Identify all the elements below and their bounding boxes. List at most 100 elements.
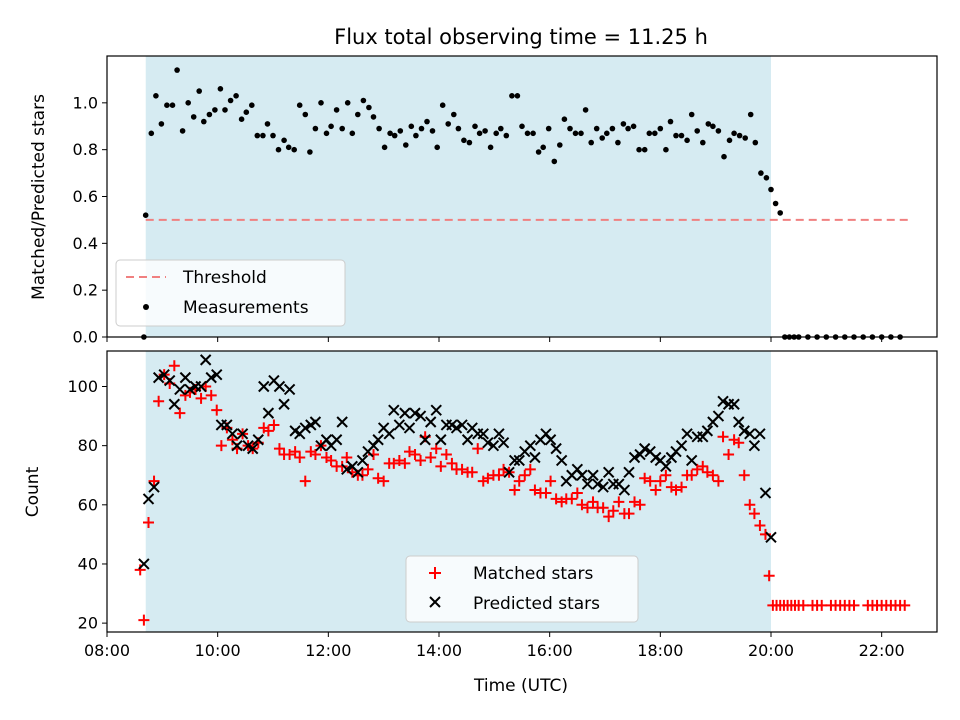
measurement-point	[349, 130, 356, 137]
matched-star-point	[603, 511, 615, 523]
x-tick-label: 12:00	[305, 641, 351, 660]
predicted-star-point	[587, 469, 599, 481]
predicted-star-point	[372, 434, 384, 446]
predicted-star-point	[393, 419, 406, 431]
x-tick-label: 16:00	[527, 641, 573, 660]
matched-star-point	[148, 475, 160, 487]
predicted-star-point	[138, 558, 150, 570]
measurement-point	[391, 132, 398, 139]
matched-star-point	[472, 443, 484, 455]
bottom-y-ticks: 20 40 60 80 100	[67, 377, 107, 633]
matched-star-point	[607, 505, 619, 517]
measurement-point	[572, 130, 579, 137]
measurement-point	[768, 186, 774, 193]
measurement-point	[551, 158, 558, 165]
predicted-star-point	[221, 419, 233, 431]
matched-star-point	[571, 487, 583, 499]
matched-star-point	[686, 469, 698, 481]
measurement-point	[466, 139, 473, 146]
measurement-point	[366, 104, 372, 111]
top-panel: 0.0 0.2 0.4 0.6 0.8 1.0 Matched/Predicted sta…	[29, 55, 938, 347]
measurement-point	[455, 125, 462, 132]
legend-measurements-swatch	[143, 304, 149, 310]
bottom-axes-frame	[106, 350, 938, 633]
predicted-star-point	[414, 410, 427, 422]
measurement-point	[285, 144, 292, 151]
legend-predicted-label: Predicted stars	[473, 594, 600, 614]
measurement-point	[652, 130, 658, 137]
measurement-point	[275, 146, 282, 153]
predicted-star-point	[513, 454, 525, 467]
predicted-star-point	[273, 380, 286, 393]
matched-star-point	[691, 463, 703, 475]
predicted-star-point	[456, 419, 468, 431]
matched-star-point	[816, 599, 828, 611]
measurement-point	[370, 114, 377, 120]
matched-star-point	[797, 599, 809, 611]
matched-star-point	[701, 466, 713, 478]
measurement-point	[630, 123, 637, 130]
measurement-point	[726, 137, 733, 144]
measurement-point	[408, 123, 415, 130]
measurement-point	[158, 121, 165, 127]
measurement-point	[678, 132, 685, 139]
matched-star-point	[388, 457, 400, 469]
matched-star-point	[356, 469, 368, 481]
measurement-point	[339, 125, 346, 132]
x-tick-label: 18:00	[637, 641, 683, 660]
measurement-point	[772, 200, 779, 207]
predicted-star-point	[685, 454, 698, 467]
predicted-star-point	[733, 416, 745, 428]
predicted-star-point	[728, 398, 740, 410]
measurement-point	[519, 123, 525, 130]
measurement-point	[233, 93, 239, 99]
predicted-star-point	[477, 428, 489, 440]
measurement-point	[185, 100, 191, 106]
measurement-point	[615, 139, 621, 146]
measurement-point	[387, 130, 393, 137]
measurement-point	[482, 128, 488, 134]
measurement-point	[540, 144, 546, 151]
predicted-star-points	[138, 354, 777, 570]
measurement-point	[238, 116, 245, 122]
predicted-star-point	[503, 466, 515, 478]
x-tick-label: 22:00	[859, 641, 905, 660]
measurement-point	[249, 102, 255, 108]
predicted-star-point	[278, 398, 290, 410]
measurement-point	[705, 121, 712, 127]
matched-star-point	[336, 460, 348, 472]
predicted-star-point	[618, 484, 631, 496]
matched-star-point	[899, 599, 911, 611]
matched-star-point	[378, 475, 390, 487]
top-y-ticks: 0.0 0.2 0.4 0.6 0.8 1.0	[73, 93, 107, 347]
measurement-point	[190, 114, 197, 120]
measurement-point	[657, 125, 664, 132]
measurement-point	[413, 132, 419, 139]
matched-star-point	[650, 484, 662, 496]
matched-star-point	[529, 484, 541, 496]
measurement-point	[557, 142, 563, 148]
bottom-y-tick-label: 40	[78, 554, 98, 573]
matched-star-point	[676, 481, 688, 493]
predicted-star-point	[544, 434, 557, 446]
predicted-star-point	[576, 469, 588, 481]
measurement-point	[731, 130, 737, 137]
matched-star-point	[226, 434, 238, 446]
matched-star-point	[168, 360, 180, 372]
predicted-star-point	[419, 434, 431, 446]
matched-star-point	[289, 446, 301, 458]
matched-star-point	[425, 451, 437, 463]
measurement-point	[493, 130, 500, 137]
matched-star-point	[670, 484, 682, 496]
measurement-point	[397, 128, 404, 134]
predicted-star-point	[712, 410, 725, 422]
matched-star-point	[399, 457, 411, 469]
measurement-point	[636, 146, 642, 153]
measurement-point	[609, 125, 616, 132]
matched-star-point	[587, 496, 599, 508]
matched-star-point	[717, 431, 729, 443]
measurement-point	[476, 130, 483, 137]
matched-star-point	[362, 463, 374, 475]
measurement-point	[270, 132, 276, 139]
measurement-point	[381, 144, 388, 151]
